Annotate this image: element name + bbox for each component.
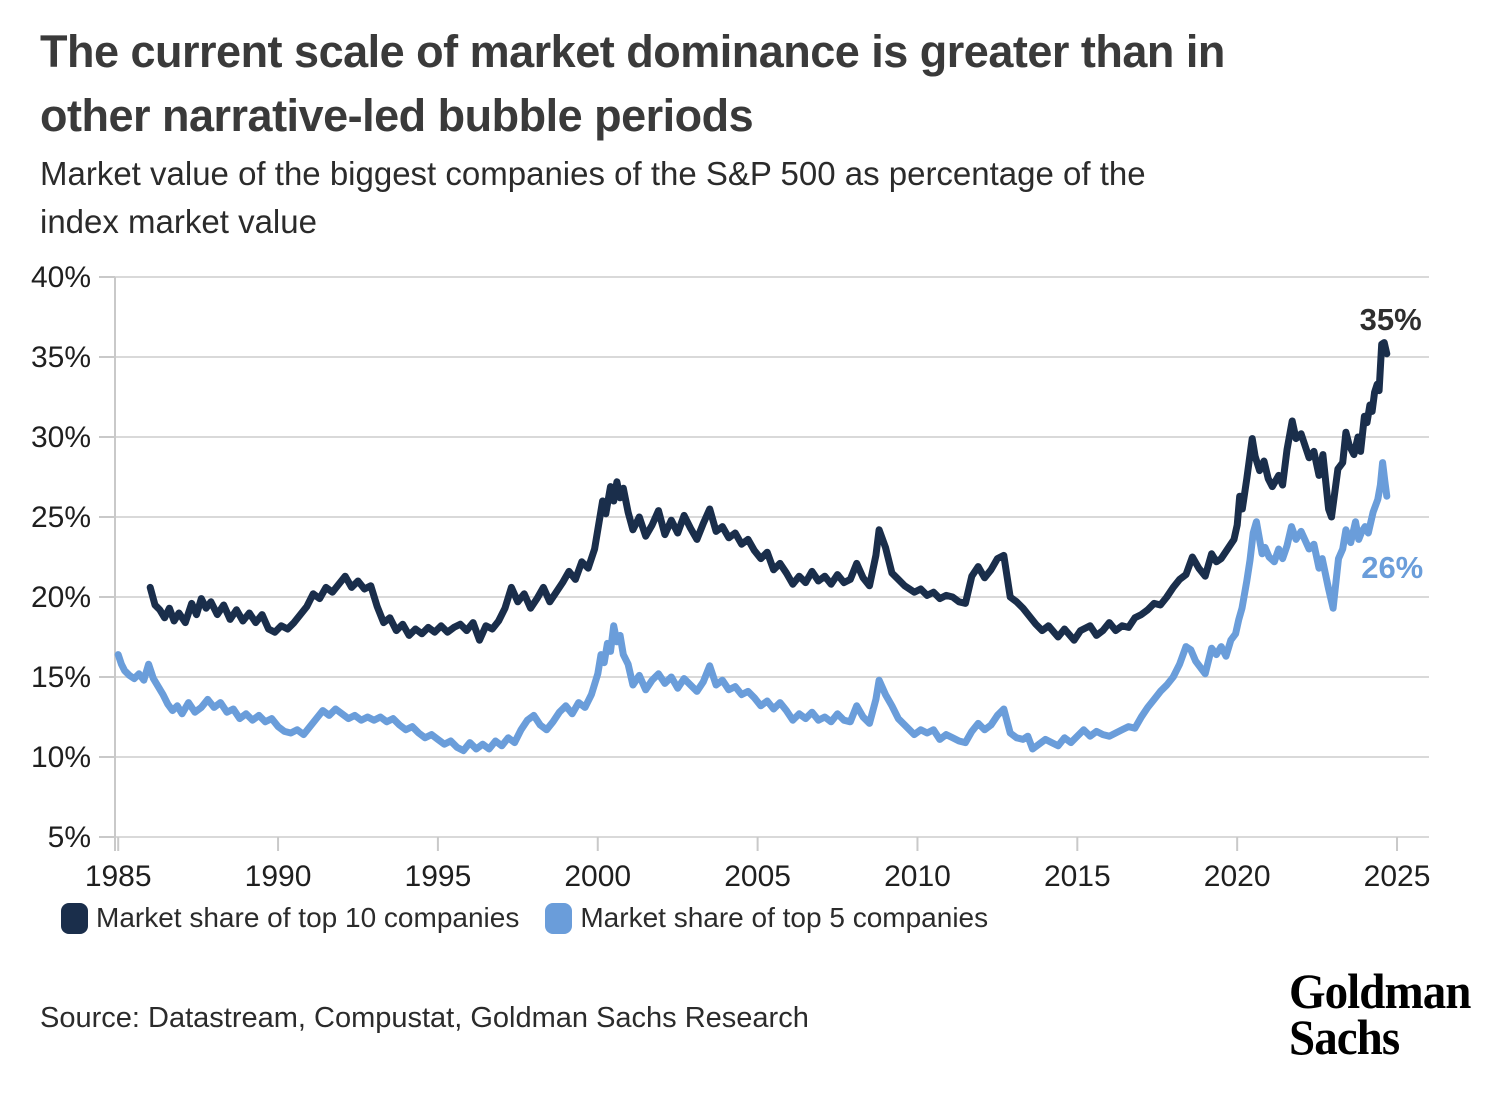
y-tick-label: 10% <box>31 741 91 774</box>
x-tick-label: 2005 <box>724 860 791 893</box>
y-tick-label: 20% <box>31 581 91 614</box>
y-tick-label: 30% <box>31 421 91 454</box>
x-tick-label: 1985 <box>85 860 152 893</box>
x-tick-label: 1995 <box>405 860 472 893</box>
y-tick-label: 5% <box>48 821 91 854</box>
x-tick-label: 2020 <box>1204 860 1271 893</box>
chart-subtitle-line2: index market value <box>40 203 317 240</box>
series-end-label-top5: 26% <box>1361 550 1423 585</box>
page-title-line2: other narrative-led bubble periods <box>40 90 754 141</box>
legend-swatch-top5-icon <box>545 902 573 934</box>
goldman-sachs-logo-line2: Sachs <box>1289 1009 1400 1065</box>
y-tick-label: 35% <box>31 341 91 374</box>
y-tick-label: 15% <box>31 661 91 694</box>
goldman-sachs-logo: Goldman Sachs <box>1289 963 1471 1065</box>
x-tick-label: 2010 <box>884 860 951 893</box>
chart-subtitle-line1: Market value of the biggest companies of… <box>40 155 1146 192</box>
x-tick-label: 2015 <box>1044 860 1111 893</box>
source-note: Source: Datastream, Compustat, Goldman S… <box>40 1002 809 1034</box>
chart-subtitle: Market value of the biggest companies of… <box>40 150 1146 246</box>
market-share-line-chart: 40% 35% 30% 25% 20% 15% 10% 5% 1985 1990 1995 2000 2… <box>31 261 1431 893</box>
legend-item-top5: Market share of top 5 companies <box>545 902 988 934</box>
page-title: The current scale of market dominance is… <box>40 20 1225 148</box>
x-tick-label: 2000 <box>564 860 631 893</box>
goldman-sachs-logo-line1: Goldman <box>1289 963 1471 1019</box>
legend-swatch-top10-icon <box>61 902 88 934</box>
x-tick-label: 1990 <box>245 860 312 893</box>
page-title-line1: The current scale of market dominance is… <box>40 26 1225 77</box>
series-line-top5 <box>114 459 1391 755</box>
series-end-label-top10: 35% <box>1360 302 1422 337</box>
series-line-top10 <box>146 339 1391 644</box>
chart-legend: Market share of top 10 companies Market … <box>61 902 988 934</box>
legend-label-top5: Market share of top 5 companies <box>580 902 989 933</box>
y-tick-label: 25% <box>31 501 91 534</box>
legend-item-top10: Market share of top 10 companies <box>61 902 519 934</box>
x-tick-label: 2025 <box>1364 860 1431 893</box>
legend-label-top10: Market share of top 10 companies <box>96 902 520 933</box>
y-tick-label: 40% <box>31 261 91 294</box>
